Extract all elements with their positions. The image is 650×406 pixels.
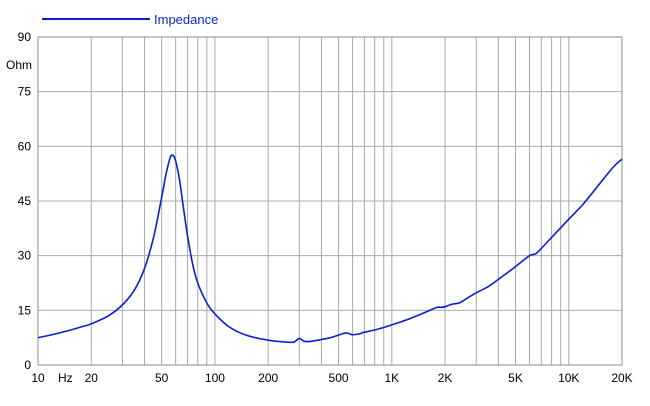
x-axis-label: Hz: [58, 371, 73, 385]
y-tick-label: 75: [18, 85, 32, 99]
series-layer: [37, 154, 623, 344]
x-tick-label: 20K: [611, 371, 632, 385]
series-line-impedance: [37, 154, 623, 344]
x-tick-label: 100: [205, 371, 225, 385]
legend-label-impedance: Impedance: [154, 12, 218, 27]
grid: [38, 37, 622, 365]
y-tick-label: 0: [24, 358, 31, 372]
y-tick-label: 15: [18, 303, 32, 317]
y-tick-label: 90: [18, 30, 32, 44]
x-tick-label: 2K: [438, 371, 453, 385]
x-tick-label: 10: [31, 371, 45, 385]
x-tick-label: 10K: [558, 371, 579, 385]
x-tick-label: 500: [329, 371, 349, 385]
x-tick-label: 200: [258, 371, 278, 385]
y-axis-ticks: 0 15 30 45 60 75 90: [18, 30, 32, 372]
x-tick-label: 5K: [508, 371, 523, 385]
x-tick-label: 50: [155, 371, 169, 385]
plot-frame: [37, 36, 623, 366]
y-tick-label: 45: [18, 194, 32, 208]
y-axis-label: Ohm: [6, 58, 32, 72]
x-axis-ticks: 10 20 50 100 200 500 1K 2K 5K 10K 20K: [31, 371, 632, 385]
y-tick-label: 30: [18, 249, 32, 263]
x-tick-label: 1K: [384, 371, 399, 385]
legend: Impedance: [42, 12, 218, 27]
x-tick-label: 20: [85, 371, 99, 385]
y-tick-label: 60: [18, 139, 32, 153]
